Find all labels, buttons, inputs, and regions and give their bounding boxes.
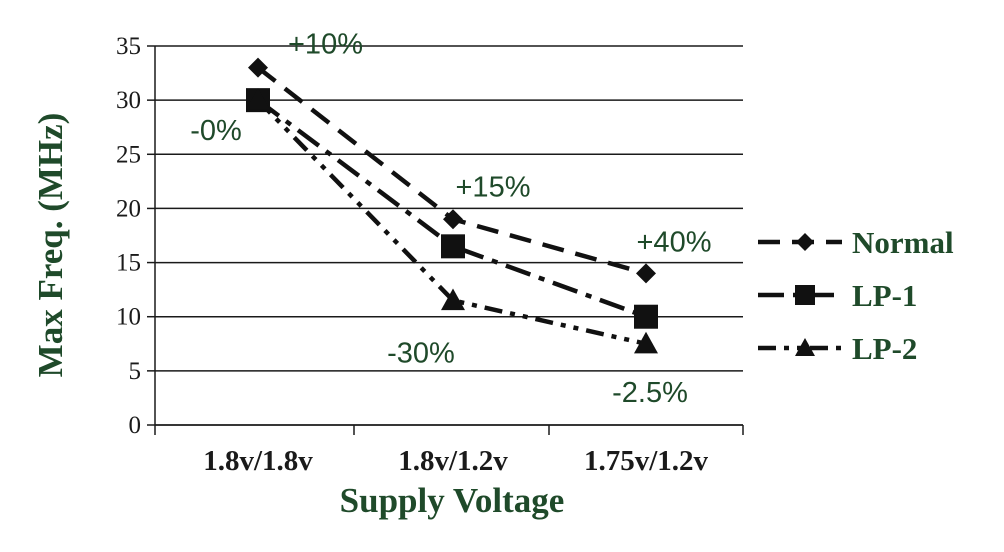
point-lp-2-2 — [441, 288, 465, 311]
annotation-label: -30% — [387, 337, 455, 369]
annotations: +10% -0% +15% -30% +40% -2.5% — [190, 29, 711, 409]
legend-label-lp-1: LP-1 — [852, 278, 917, 313]
x-tick-labels: 1.8v/1.8v 1.8v/1.2v 1.75v/1.2v — [203, 445, 708, 477]
point-lp-2-1 — [246, 88, 270, 110]
annotation-label: -0% — [190, 115, 242, 147]
y-tick-label: 15 — [116, 250, 141, 277]
point-normal-2 — [443, 209, 463, 230]
annotation-label: +10% — [288, 29, 363, 61]
point-lp-1-3 — [634, 304, 658, 329]
y-tick-label: 20 — [116, 195, 141, 222]
y-tick-label: 5 — [129, 358, 142, 385]
point-normal-3 — [636, 263, 656, 284]
point-lp-1-2 — [441, 234, 465, 259]
point-lp-2-3 — [634, 331, 658, 354]
grid-lines — [147, 45, 743, 426]
y-tick-label: 10 — [116, 304, 141, 331]
x-tick-label: 1.8v/1.2v — [398, 445, 508, 477]
point-normal-1 — [248, 57, 268, 78]
legend-marker-lp-2 — [795, 338, 815, 356]
y-axis-title: Max Freq. (MHz) — [31, 113, 70, 378]
y-tick-labels: 0 5 10 15 20 25 30 35 — [116, 33, 141, 439]
annotation-label: +40% — [637, 226, 712, 258]
x-tick-label: 1.8v/1.8v — [203, 445, 313, 477]
y-tick-label: 25 — [116, 141, 141, 168]
series-line-lp-2 — [256, 98, 647, 346]
y-tick-label: 35 — [116, 33, 141, 60]
y-tick-label: 30 — [116, 87, 141, 114]
y-tick-label: 0 — [129, 412, 142, 439]
legend-marker-lp-1 — [795, 285, 815, 305]
x-axis-title: Supply Voltage — [340, 481, 565, 520]
legend: Normal LP-1 LP-2 — [758, 225, 954, 366]
annotation-label: -2.5% — [612, 377, 688, 409]
annotation-label: +15% — [456, 171, 531, 203]
axes — [154, 46, 744, 435]
legend-label-normal: Normal — [852, 225, 954, 260]
x-tick-label: 1.75v/1.2v — [584, 445, 709, 477]
series-markers — [246, 57, 658, 354]
legend-label-lp-2: LP-2 — [852, 331, 917, 366]
legend-marker-normal — [796, 233, 814, 251]
